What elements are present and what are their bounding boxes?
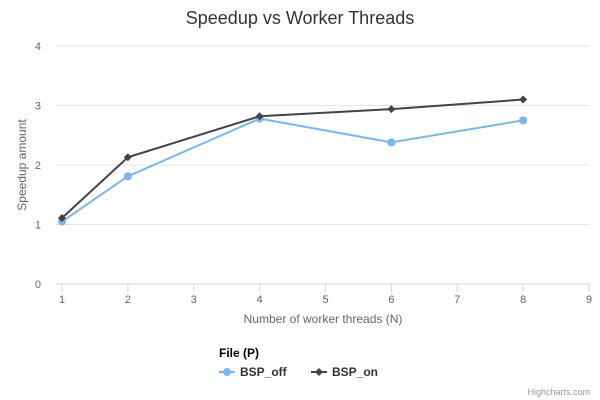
series-line [61,98,524,219]
x-tick-label: 9 [586,294,592,306]
y-tick-label: 0 [35,279,41,291]
data-point[interactable] [255,112,264,121]
credits-link[interactable]: Highcharts.com [527,387,590,397]
legend-label: BSP_on [332,365,378,379]
grid-lines [56,45,589,225]
x-tick-label: 2 [125,294,131,306]
data-point[interactable] [123,172,132,181]
legend-title: File (P) [219,346,259,360]
x-tick-label: 5 [322,294,328,306]
y-axis-title: Speedup amount [15,119,29,211]
legend-item-bsp-on[interactable]: BSP_on [311,365,378,379]
legend-symbol-marker [223,368,231,376]
data-point[interactable] [519,116,528,125]
x-axis-title: Number of worker threads (N) [244,312,403,326]
data-point[interactable] [519,95,528,104]
data-point[interactable] [387,105,396,114]
y-tick-label: 2 [35,160,41,172]
axes: 0 1 2 3 4 1 2 3 4 5 6 7 8 9 [35,41,592,306]
y-tick-label: 1 [35,220,41,232]
data-point[interactable] [123,153,132,162]
legend-items: BSP_off BSP_on [219,365,378,379]
series-bsp-off [58,114,528,226]
series-bsp-on [58,95,528,222]
x-tick-label: 4 [257,294,263,306]
x-tick-label: 6 [388,294,394,306]
x-tick-label: 1 [59,294,65,306]
x-tick-label: 8 [520,294,526,306]
y-tick-label: 3 [35,101,41,113]
series-line [61,117,524,223]
legend-symbol-marker [315,368,323,376]
y-tick-label: 4 [35,41,41,53]
x-tick-label: 3 [191,294,197,306]
legend: File (P) BSP_off BSP_on [219,346,378,379]
data-point[interactable] [58,213,66,222]
data-point[interactable] [387,138,396,147]
legend-item-bsp-off[interactable]: BSP_off [219,365,288,379]
chart-title: Speedup vs Worker Threads [186,8,414,28]
legend-label: BSP_off [240,365,288,379]
x-tick-label: 7 [454,294,460,306]
series-layer [58,95,528,226]
